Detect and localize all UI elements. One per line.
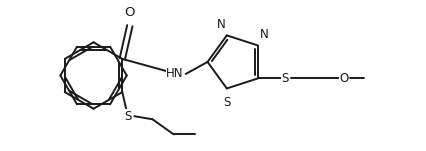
Text: S: S [223,96,230,109]
Text: O: O [124,6,135,19]
Text: S: S [281,72,288,85]
Text: N: N [259,28,268,42]
Text: HN: HN [166,67,184,80]
Text: N: N [216,18,225,31]
Text: O: O [339,72,348,85]
Text: S: S [124,110,132,123]
